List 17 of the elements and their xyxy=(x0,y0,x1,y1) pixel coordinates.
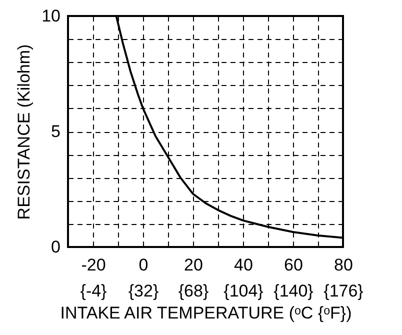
x-tick-label: 80 xyxy=(334,256,353,274)
y-tick-label: 10 xyxy=(42,6,60,26)
x2-tick-label: {32} xyxy=(128,282,159,300)
x2-tick-label: {-4} xyxy=(80,282,108,300)
x-tick-label: 60 xyxy=(284,256,303,274)
x-tick-label: 20 xyxy=(184,256,203,274)
y-tick-label: 0 xyxy=(51,238,60,256)
x2-tick-label: {68} xyxy=(178,282,209,300)
x2-tick-label: {176} xyxy=(324,282,364,300)
y-axis-title: RESISTANCE (Kilohm) xyxy=(14,44,34,220)
x-tick-label: 40 xyxy=(234,256,253,274)
x-tick-label: -20 xyxy=(81,256,106,274)
x2-tick-label: {104} xyxy=(224,282,264,300)
x2-tick-label: {140} xyxy=(274,282,314,300)
y-tick-label: 5 xyxy=(51,122,60,141)
x-tick-label: 0 xyxy=(138,256,148,274)
x-axis-title: INTAKE AIR TEMPERATURE (ᵒC {ᵒF}) xyxy=(60,304,352,322)
